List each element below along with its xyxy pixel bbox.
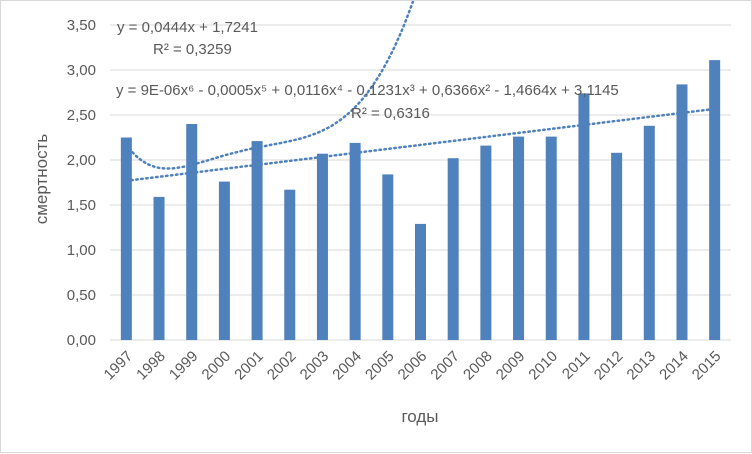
x-tick-label: 2009 <box>493 348 529 384</box>
bar-2008 <box>480 145 492 340</box>
bar-2014 <box>676 84 688 341</box>
bar-1999 <box>186 124 198 340</box>
y-tick-label: 2,00 <box>67 152 96 169</box>
x-tick-label: 2002 <box>264 348 300 384</box>
linear-trend-r2: R² = 0,3259 <box>153 41 232 58</box>
x-tick-labels: 1997199819992000200120022003200420052006… <box>101 348 725 384</box>
x-tick-label: 2000 <box>199 348 235 384</box>
x-tick-label: 1998 <box>133 348 169 384</box>
bar-2009 <box>513 136 525 340</box>
x-tick-label: 2010 <box>525 348 561 384</box>
x-tick-label: 2005 <box>362 348 398 384</box>
x-tick-label: 2015 <box>689 348 725 384</box>
x-tick-label: 2014 <box>656 348 692 384</box>
bar-2015 <box>709 60 721 340</box>
x-tick-label: 2003 <box>297 348 333 384</box>
bar-2000 <box>218 181 230 340</box>
bar-2003 <box>316 153 328 340</box>
y-tick-label: 1,50 <box>67 197 96 214</box>
bar-2006 <box>415 223 426 340</box>
bar-2001 <box>251 141 263 340</box>
trendline-linear <box>125 107 716 183</box>
bar-2010 <box>545 136 557 340</box>
y-tick-labels: 0,00 0,50 1,00 1,50 2,00 2,50 3,00 3,50 <box>67 17 96 349</box>
x-tick-label: 2008 <box>460 348 496 384</box>
bar-2013 <box>643 125 655 340</box>
bar-2005 <box>382 174 394 340</box>
trendlines <box>125 1 716 183</box>
poly-trend-r2: R² = 0,6316 <box>351 105 430 122</box>
bar-2007 <box>447 158 459 340</box>
x-tick-label: 2007 <box>427 348 463 384</box>
y-axis-title: смертность <box>32 134 51 225</box>
bar-2011 <box>578 93 590 341</box>
y-tick-label: 0,50 <box>67 287 96 304</box>
poly-trend-equation: y = 9E-06x⁶ - 0,0005x⁵ + 0,0116x⁴ - 0,12… <box>116 82 619 99</box>
x-tick-label: 2011 <box>559 348 594 383</box>
y-tick-label: 2,50 <box>67 107 96 124</box>
bar-series <box>120 60 721 341</box>
bar-1998 <box>153 196 165 340</box>
y-tick-label: 3,00 <box>67 62 96 79</box>
x-tick-label: 1999 <box>166 348 202 384</box>
x-tick-label: 2006 <box>395 348 431 384</box>
bar-2012 <box>611 152 623 340</box>
y-tick-label: 3,50 <box>67 17 96 34</box>
bar-1997 <box>120 137 132 340</box>
bar-2004 <box>349 142 361 340</box>
x-tick-label: 2013 <box>623 348 659 384</box>
x-tick-label: 2004 <box>329 348 365 384</box>
y-tick-label: 0,00 <box>67 332 96 349</box>
y-tick-label: 1,00 <box>67 242 96 259</box>
x-tick-label: 1997 <box>101 348 137 384</box>
bar-2002 <box>284 189 296 340</box>
linear-trend-equation: y = 0,0444x + 1,7241 <box>117 19 258 36</box>
x-tick-label: 2001 <box>231 348 267 384</box>
x-axis-title: годы <box>401 407 438 426</box>
x-tick-label: 2012 <box>591 348 627 384</box>
